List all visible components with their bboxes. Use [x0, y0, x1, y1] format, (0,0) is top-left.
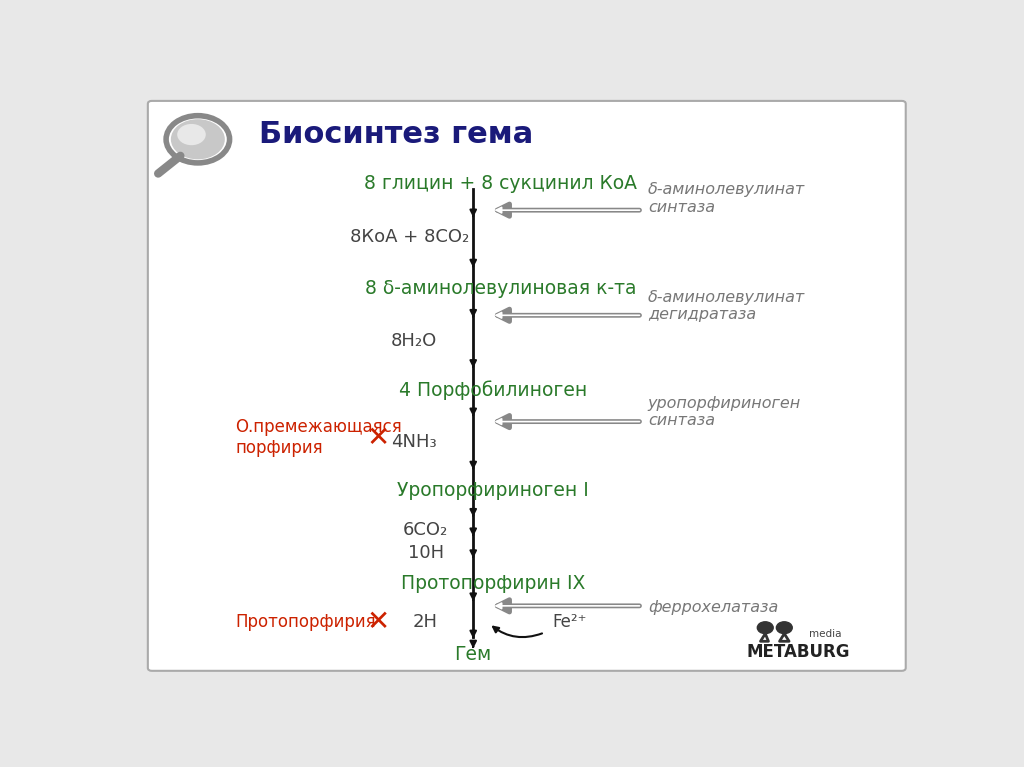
Text: Гем: Гем	[455, 645, 492, 663]
Text: 4NH₃: 4NH₃	[391, 433, 436, 451]
Text: О.премежающаяся
порфирия: О.премежающаяся порфирия	[236, 418, 401, 457]
Text: Протопорфирия: Протопорфирия	[236, 614, 376, 631]
Text: феррохелатаза: феррохелатаза	[648, 600, 778, 614]
Text: 8 глицин + 8 сукцинил КоА: 8 глицин + 8 сукцинил КоА	[365, 174, 638, 193]
Text: ✕: ✕	[367, 608, 389, 637]
Circle shape	[758, 622, 773, 634]
Text: 10Н: 10Н	[408, 544, 443, 561]
Text: δ-аминолевулинат
синтаза: δ-аминолевулинат синтаза	[648, 182, 805, 215]
Text: 2Н: 2Н	[413, 614, 438, 631]
Circle shape	[171, 119, 225, 160]
Text: Fe²⁺: Fe²⁺	[553, 614, 587, 631]
Text: δ-аминолевулинат
дегидратаза: δ-аминолевулинат дегидратаза	[648, 290, 805, 322]
Text: METABURG: METABURG	[746, 643, 850, 661]
Text: уропорфириноген
синтаза: уропорфириноген синтаза	[648, 396, 801, 428]
Text: Протопорфирин IX: Протопорфирин IX	[400, 574, 586, 593]
Text: Уропорфириноген I: Уропорфириноген I	[397, 481, 589, 500]
FancyBboxPatch shape	[147, 101, 905, 671]
Text: Биосинтез гема: Биосинтез гема	[259, 120, 534, 149]
Text: 6СО₂: 6СО₂	[403, 522, 449, 539]
Text: ✕: ✕	[367, 423, 389, 452]
Text: media: media	[809, 629, 841, 639]
Text: 4 Порфобилиноген: 4 Порфобилиноген	[399, 380, 587, 400]
Circle shape	[776, 622, 793, 634]
Circle shape	[177, 124, 206, 145]
Text: 8КоА + 8СО₂: 8КоА + 8СО₂	[350, 228, 469, 245]
Text: 8Н₂О: 8Н₂О	[390, 332, 437, 351]
Text: 8 δ-аминолевулиновая к-та: 8 δ-аминолевулиновая к-та	[366, 278, 637, 298]
